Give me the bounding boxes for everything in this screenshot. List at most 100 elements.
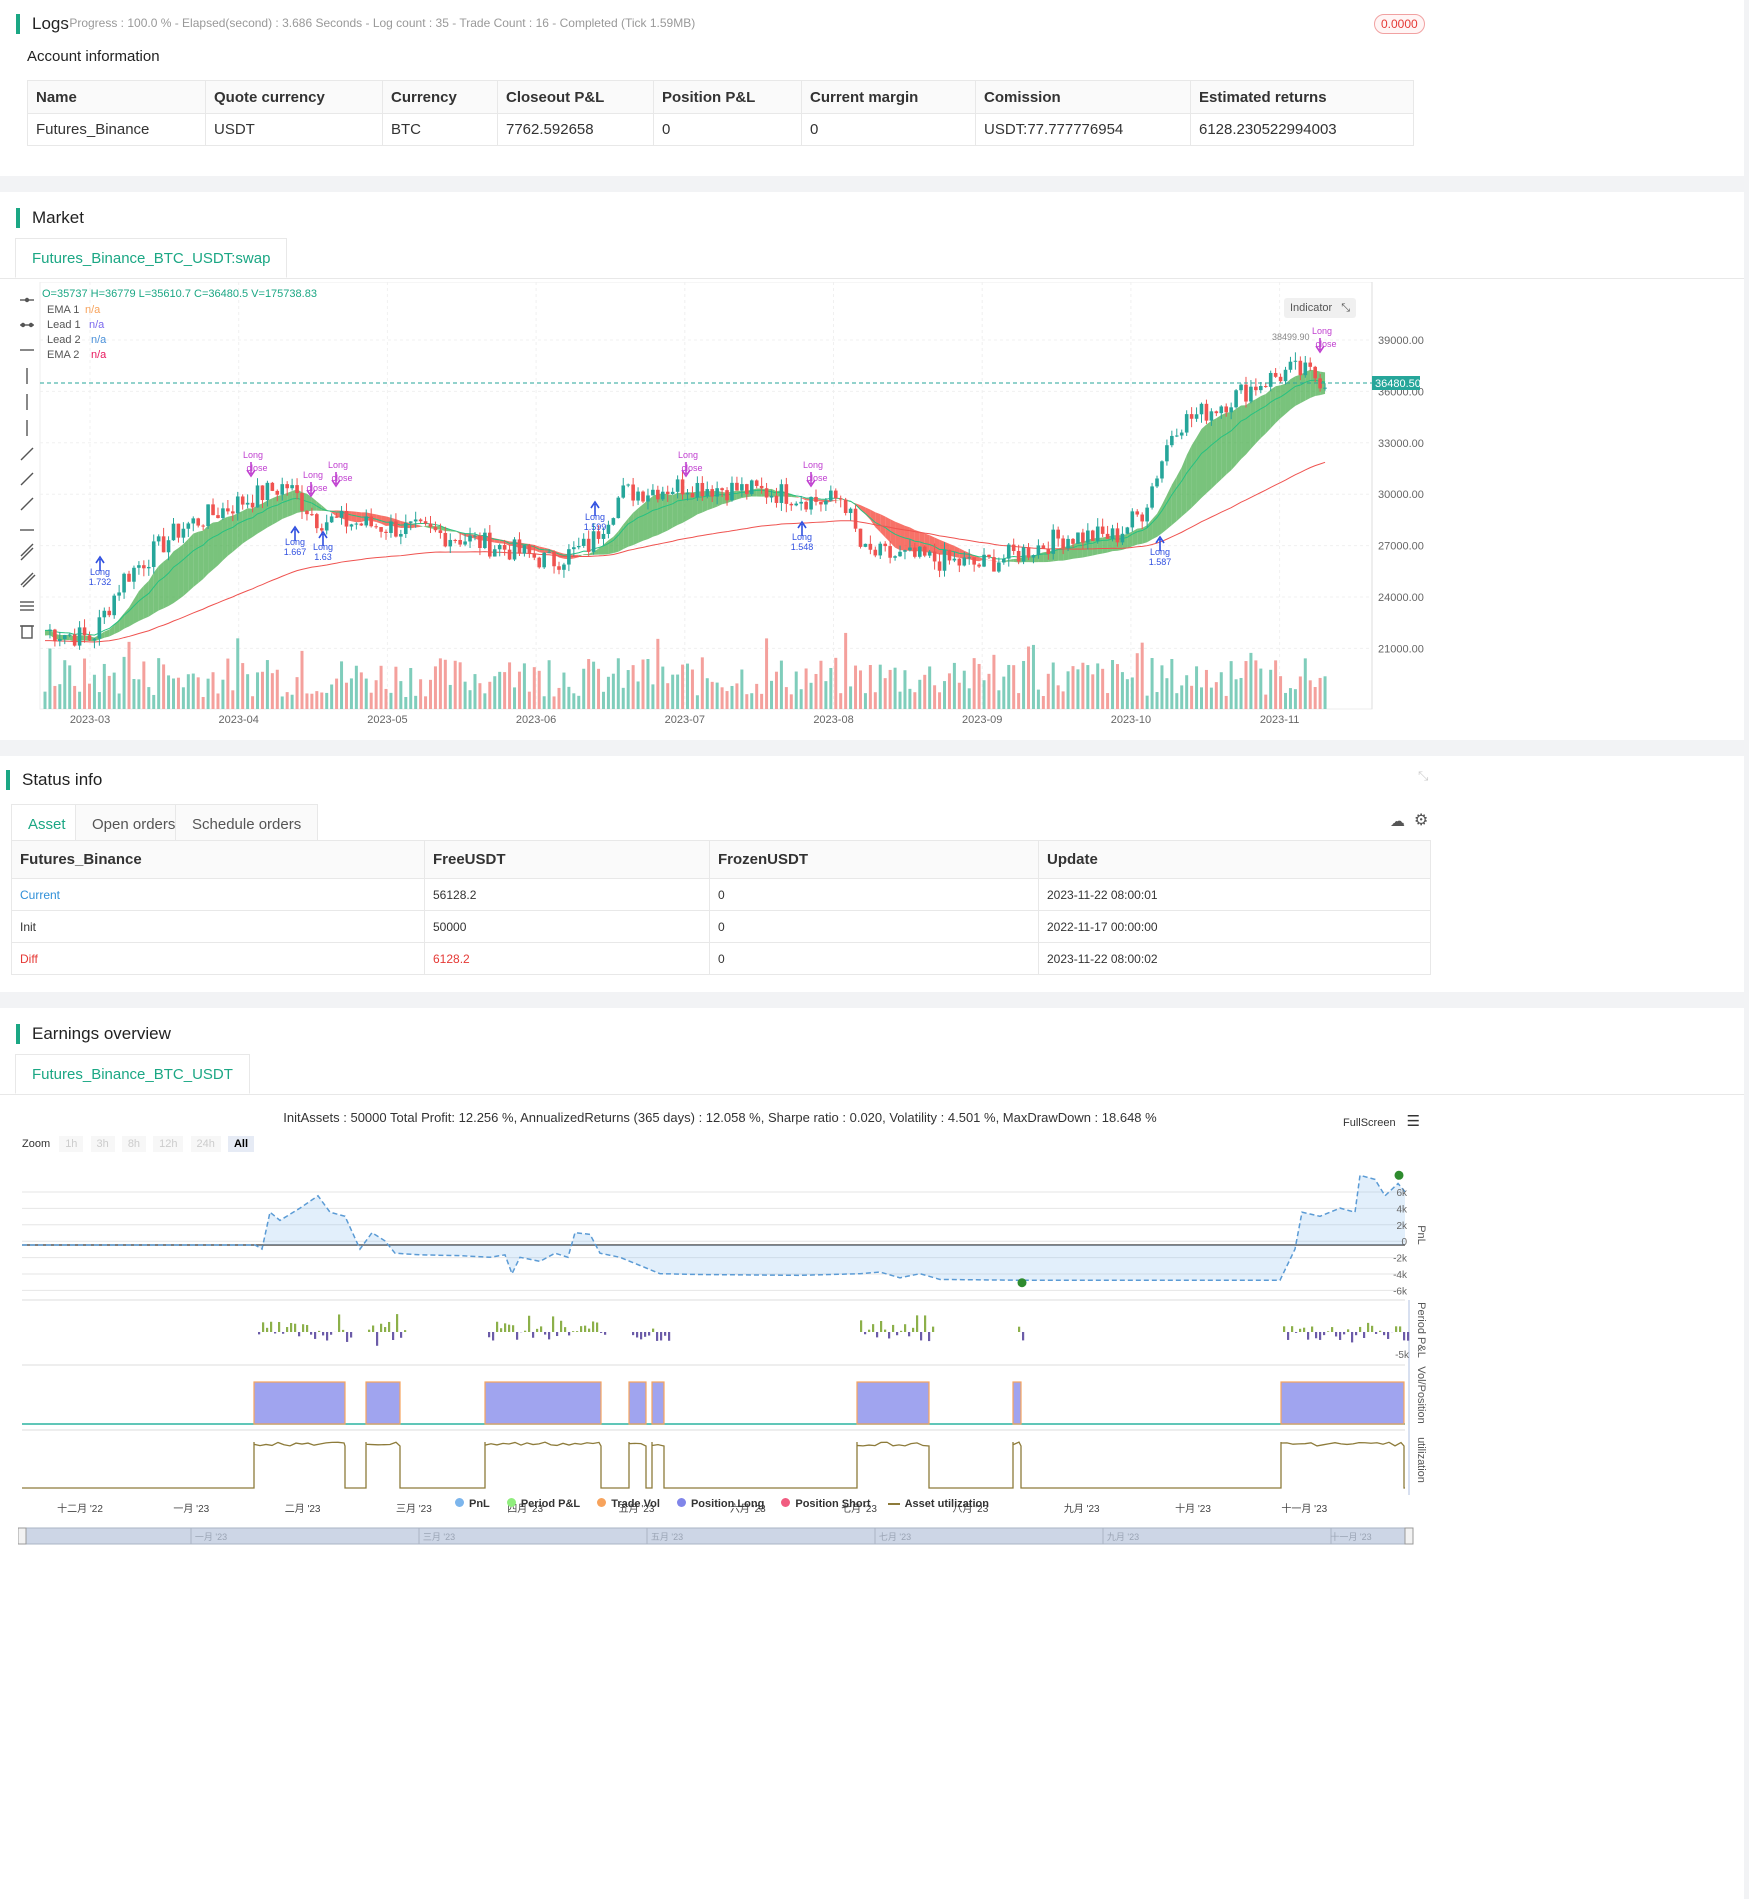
candle-body — [245, 502, 250, 505]
period-bar — [896, 1332, 899, 1336]
volume-bar — [1254, 660, 1258, 709]
legend-period[interactable]: Period P&L — [506, 1498, 580, 1510]
expand-icon[interactable]: ⤡ — [1341, 302, 1351, 314]
toolbar-icons[interactable] — [14, 288, 40, 648]
volume-bar — [112, 672, 116, 709]
close-marker-sub: close — [1315, 339, 1336, 349]
range-navigator[interactable]: 一月 '23 三月 '23 五月 '23 七月 '23 九月 '23 十一月 '23 — [18, 1526, 1418, 1546]
volume-bar — [92, 674, 96, 709]
zoom-12h[interactable]: 12h — [153, 1136, 184, 1152]
cloud-segment — [1191, 437, 1197, 508]
volume-bar — [1115, 664, 1119, 709]
volume-bar — [498, 671, 502, 709]
volume-bar — [1170, 658, 1174, 709]
candle-body — [231, 511, 235, 514]
candle-body — [1219, 406, 1224, 414]
candle-body — [730, 482, 734, 501]
x-tick-label: 一月 '23 — [173, 1503, 209, 1515]
volume-bar — [616, 658, 620, 709]
candle-body — [483, 532, 487, 548]
legend-poslong[interactable]: Position Long — [676, 1498, 764, 1510]
legend-tradevol[interactable]: Trade Vol — [597, 1498, 660, 1510]
legend-util[interactable]: Asset utilization — [887, 1498, 989, 1510]
x-tick-label: 七月 '23 — [841, 1503, 877, 1515]
x-tick-label: 2023-05 — [367, 714, 407, 726]
close-marker-sub: close — [246, 463, 267, 473]
candle-body — [1214, 411, 1219, 414]
period-bar — [912, 1327, 915, 1332]
candle-body — [319, 528, 324, 531]
cloud-segment — [217, 518, 223, 566]
legend-posshort[interactable]: Position Short — [781, 1498, 871, 1510]
candle-body — [656, 489, 660, 500]
candle-body — [1095, 526, 1100, 541]
zoom-3h[interactable]: 3h — [90, 1136, 115, 1152]
volume-bar — [231, 690, 235, 709]
candle-body — [142, 565, 146, 569]
period-bar — [376, 1332, 379, 1346]
candlestick-chart[interactable]: Long close Long close Long close Long close Long… — [30, 282, 1450, 732]
volume-bar — [858, 670, 862, 709]
tab-schedule-orders[interactable]: Schedule orders — [175, 804, 319, 844]
volume-bar — [888, 669, 892, 709]
candle-body — [102, 610, 107, 618]
cloud-segment — [796, 496, 802, 499]
tab-earnings-symbol[interactable]: Futures_Binance_BTC_USDT — [15, 1054, 250, 1094]
period-bar — [920, 1332, 923, 1341]
cloud-segment — [198, 530, 204, 584]
period-bar — [306, 1324, 309, 1332]
candle-body — [1090, 530, 1095, 541]
period-bar — [1327, 1331, 1330, 1332]
cloud-segment — [1176, 467, 1182, 521]
volume-bar — [967, 688, 971, 709]
volume-bar — [943, 681, 946, 709]
status-panel: Status info ⤡ Asset Open orders Schedule… — [0, 756, 1744, 992]
tab-asset[interactable]: Asset — [11, 804, 83, 844]
volume-bar — [1027, 646, 1031, 709]
zoom-1h[interactable]: 1h — [59, 1136, 84, 1152]
candle-body — [1016, 551, 1021, 562]
cloud-icon[interactable]: ☁ — [1390, 813, 1405, 830]
volume-bar — [962, 670, 966, 709]
volume-bar — [661, 666, 665, 709]
cloud-segment — [1097, 537, 1103, 555]
indicator-button[interactable]: Indicator ⤡ — [1284, 298, 1357, 318]
zoom-8h[interactable]: 8h — [121, 1136, 147, 1152]
period-bar — [928, 1332, 931, 1342]
candle-body — [349, 524, 354, 527]
candle-body — [339, 510, 344, 518]
cloud-segment — [1275, 385, 1281, 423]
zoom-24h[interactable]: 24h — [190, 1136, 221, 1152]
zoom-all[interactable]: All — [227, 1136, 255, 1152]
volume-bar — [997, 690, 1001, 709]
volume-bar — [1209, 687, 1213, 709]
candle-body — [250, 502, 255, 508]
legend-pnl[interactable]: PnL — [455, 1498, 490, 1510]
candle-body — [166, 540, 171, 553]
earnings-chart[interactable]: 6k 4k 2k 0 -2k -4k -6k -5k PnL Period P&L Vol/Posi… — [0, 1160, 1440, 1550]
menu-icon[interactable]: ☰ — [1406, 1113, 1421, 1130]
candle-body — [87, 635, 92, 641]
candle-body — [606, 524, 611, 534]
candle-body — [932, 551, 937, 562]
collapse-icon[interactable]: ⤡ — [1418, 768, 1429, 783]
gear-icon[interactable]: ⚙ — [1414, 812, 1429, 829]
volume-bar — [1214, 682, 1218, 709]
volume-bar — [340, 661, 344, 709]
volume-bar — [419, 679, 423, 709]
period-bar — [876, 1332, 879, 1338]
tab-market-symbol[interactable]: Futures_Binance_BTC_USDT:swap — [15, 238, 288, 278]
volume-bar — [626, 670, 630, 709]
volume-bar — [779, 660, 783, 709]
candle-body — [992, 557, 996, 572]
volume-bar — [443, 659, 447, 709]
fullscreen-button[interactable]: FullScreen ☰ — [1343, 1112, 1420, 1130]
volume-bar — [315, 691, 319, 709]
period-bar — [884, 1329, 887, 1332]
volume-bar — [389, 692, 393, 709]
candle-body — [987, 554, 991, 558]
volume-bar — [246, 674, 250, 709]
candle-body — [829, 490, 833, 501]
candle-body — [1031, 555, 1036, 558]
close-marker-label: Long — [328, 460, 348, 470]
